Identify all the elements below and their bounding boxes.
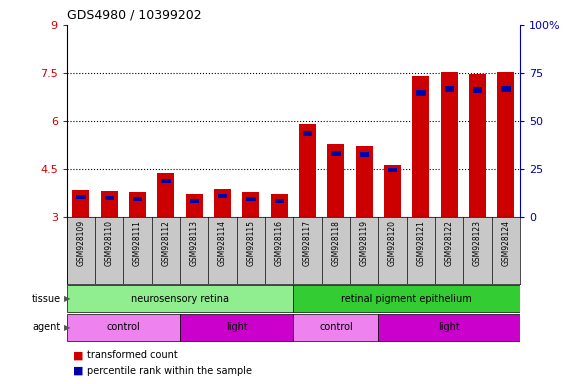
Text: GSM928109: GSM928109 [77, 220, 85, 266]
Text: GSM928113: GSM928113 [190, 220, 199, 266]
Bar [180, 314, 293, 341]
Text: light: light [438, 322, 460, 333]
Text: GSM928116: GSM928116 [275, 220, 284, 266]
Bar [497, 72, 514, 217]
Text: retinal pigment epithelium: retinal pigment epithelium [341, 293, 472, 304]
Bar [293, 314, 378, 341]
Bar [218, 194, 227, 199]
Text: GSM928118: GSM928118 [331, 220, 340, 266]
Bar [101, 191, 118, 217]
Bar [271, 194, 288, 217]
Text: control: control [319, 322, 353, 333]
Bar [416, 89, 425, 96]
Text: GSM928121: GSM928121 [417, 220, 425, 266]
Bar [242, 192, 259, 217]
Text: percentile rank within the sample: percentile rank within the sample [87, 366, 252, 376]
Bar [299, 124, 316, 217]
Bar [129, 192, 146, 217]
Bar [133, 197, 142, 201]
Text: GSM928112: GSM928112 [162, 220, 170, 266]
Text: GSM928115: GSM928115 [246, 220, 256, 266]
Text: ▶: ▶ [64, 294, 70, 303]
Bar [440, 72, 458, 217]
Text: GSM928123: GSM928123 [473, 220, 482, 266]
Text: GSM928122: GSM928122 [444, 220, 454, 266]
Bar [214, 189, 231, 217]
Bar [473, 87, 482, 93]
Text: GSM928111: GSM928111 [133, 220, 142, 266]
Bar [293, 285, 520, 312]
Bar [444, 86, 454, 92]
Bar [246, 197, 256, 201]
Bar [360, 152, 369, 157]
Text: GSM928114: GSM928114 [218, 220, 227, 266]
Text: light: light [226, 322, 248, 333]
Bar [189, 199, 199, 203]
Text: ▶: ▶ [64, 323, 70, 332]
Bar [413, 76, 429, 217]
Text: ■: ■ [73, 366, 83, 376]
Text: GSM928110: GSM928110 [105, 220, 114, 266]
Bar [105, 196, 114, 200]
Bar [67, 285, 293, 312]
Text: GSM928120: GSM928120 [388, 220, 397, 266]
Bar [331, 151, 340, 156]
Text: ■: ■ [73, 350, 83, 360]
Text: neurosensory retina: neurosensory retina [131, 293, 229, 304]
Bar [388, 168, 397, 172]
Bar [356, 146, 373, 217]
Text: tissue: tissue [32, 293, 61, 304]
Bar [157, 173, 174, 217]
Bar [186, 194, 203, 217]
Text: agent: agent [33, 322, 61, 333]
Text: GSM928119: GSM928119 [360, 220, 369, 266]
Text: GSM928124: GSM928124 [501, 220, 510, 266]
Text: GDS4980 / 10399202: GDS4980 / 10399202 [67, 8, 202, 21]
Bar [303, 131, 312, 136]
Bar [501, 86, 511, 92]
Bar [384, 165, 401, 217]
Bar [162, 179, 171, 183]
Bar [275, 199, 284, 203]
Bar [67, 314, 180, 341]
Text: control: control [106, 322, 141, 333]
Bar [378, 314, 520, 341]
Text: transformed count: transformed count [87, 350, 178, 360]
Bar [73, 190, 89, 217]
Text: GSM928117: GSM928117 [303, 220, 312, 266]
Bar [469, 74, 486, 217]
Bar [328, 144, 345, 217]
Bar [76, 195, 85, 199]
